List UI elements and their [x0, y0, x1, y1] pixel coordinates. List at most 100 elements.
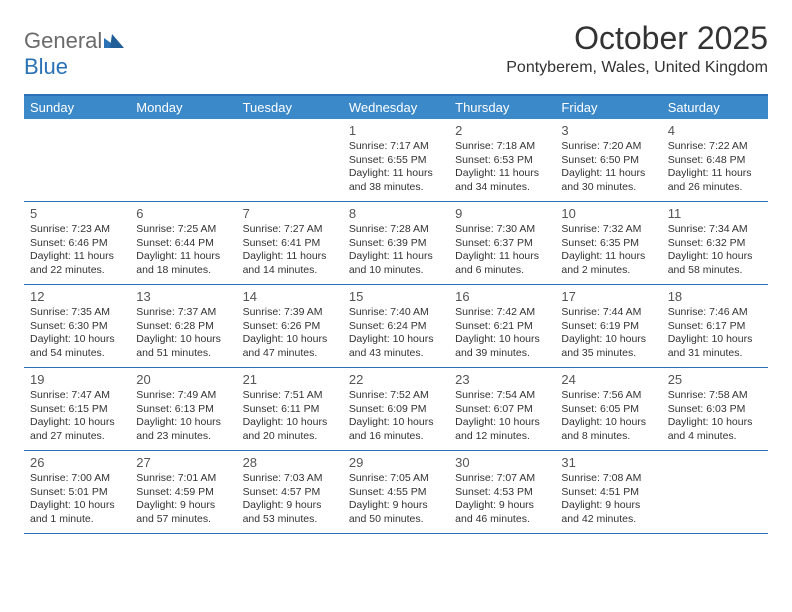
day-header: Thursday	[449, 96, 555, 119]
sunrise-text: Sunrise: 7:54 AM	[455, 389, 549, 403]
day-header: Friday	[555, 96, 661, 119]
daylight-text: Daylight: 11 hours and 30 minutes.	[561, 167, 655, 194]
sunrise-text: Sunrise: 7:37 AM	[136, 306, 230, 320]
daylight-text: Daylight: 11 hours and 10 minutes.	[349, 250, 443, 277]
daylight-text: Daylight: 10 hours and 54 minutes.	[30, 333, 124, 360]
daylight-text: Daylight: 11 hours and 6 minutes.	[455, 250, 549, 277]
month-title: October 2025	[506, 20, 768, 57]
day-info: Sunrise: 7:18 AMSunset: 6:53 PMDaylight:…	[455, 140, 549, 195]
daylight-text: Daylight: 9 hours and 53 minutes.	[243, 499, 337, 526]
sunset-text: Sunset: 4:55 PM	[349, 486, 443, 500]
sunrise-text: Sunrise: 7:00 AM	[30, 472, 124, 486]
day-cell	[130, 119, 236, 201]
day-number: 26	[30, 455, 124, 470]
daylight-text: Daylight: 11 hours and 22 minutes.	[30, 250, 124, 277]
sunrise-text: Sunrise: 7:44 AM	[561, 306, 655, 320]
day-cell: 2Sunrise: 7:18 AMSunset: 6:53 PMDaylight…	[449, 119, 555, 201]
sunrise-text: Sunrise: 7:05 AM	[349, 472, 443, 486]
day-number: 29	[349, 455, 443, 470]
sunrise-text: Sunrise: 7:03 AM	[243, 472, 337, 486]
daylight-text: Daylight: 11 hours and 34 minutes.	[455, 167, 549, 194]
day-number: 12	[30, 289, 124, 304]
day-info: Sunrise: 7:58 AMSunset: 6:03 PMDaylight:…	[668, 389, 762, 444]
day-number: 21	[243, 372, 337, 387]
daylight-text: Daylight: 11 hours and 18 minutes.	[136, 250, 230, 277]
daylight-text: Daylight: 10 hours and 27 minutes.	[30, 416, 124, 443]
logo-mark-icon	[104, 28, 124, 54]
day-header: Tuesday	[237, 96, 343, 119]
sunset-text: Sunset: 6:26 PM	[243, 320, 337, 334]
sunrise-text: Sunrise: 7:42 AM	[455, 306, 549, 320]
day-cell: 19Sunrise: 7:47 AMSunset: 6:15 PMDayligh…	[24, 368, 130, 450]
day-number: 14	[243, 289, 337, 304]
day-info: Sunrise: 7:30 AMSunset: 6:37 PMDaylight:…	[455, 223, 549, 278]
day-info: Sunrise: 7:27 AMSunset: 6:41 PMDaylight:…	[243, 223, 337, 278]
daylight-text: Daylight: 10 hours and 4 minutes.	[668, 416, 762, 443]
sunset-text: Sunset: 6:13 PM	[136, 403, 230, 417]
sunrise-text: Sunrise: 7:28 AM	[349, 223, 443, 237]
day-info: Sunrise: 7:03 AMSunset: 4:57 PMDaylight:…	[243, 472, 337, 527]
sunrise-text: Sunrise: 7:47 AM	[30, 389, 124, 403]
sunrise-text: Sunrise: 7:58 AM	[668, 389, 762, 403]
day-cell: 28Sunrise: 7:03 AMSunset: 4:57 PMDayligh…	[237, 451, 343, 533]
day-cell: 29 Sunrise: 7:05 AMSunset: 4:55 PMDayligh…	[343, 451, 449, 533]
daylight-text: Daylight: 10 hours and 23 minutes.	[136, 416, 230, 443]
day-number: 20	[136, 372, 230, 387]
sunrise-text: Sunrise: 7:49 AM	[136, 389, 230, 403]
sunrise-text: Sunrise: 7:40 AM	[349, 306, 443, 320]
daylight-text: Daylight: 11 hours and 2 minutes.	[561, 250, 655, 277]
day-cell: 6Sunrise: 7:25 AMSunset: 6:44 PMDaylight…	[130, 202, 236, 284]
sunrise-text: Sunrise: 7:32 AM	[561, 223, 655, 237]
day-number: 6	[136, 206, 230, 221]
day-number: 22	[349, 372, 443, 387]
day-info: Sunrise: 7:46 AMSunset: 6:17 PMDaylight:…	[668, 306, 762, 361]
sunrise-text: Sunrise: 7:18 AM	[455, 140, 549, 154]
day-info: Sunrise: 7:08 AMSunset: 4:51 PMDaylight:…	[561, 472, 655, 527]
logo-word1: General	[24, 28, 102, 53]
sunset-text: Sunset: 6:11 PM	[243, 403, 337, 417]
day-number: 7	[243, 206, 337, 221]
day-cell: 8Sunrise: 7:28 AMSunset: 6:39 PMDaylight…	[343, 202, 449, 284]
day-cell	[662, 451, 768, 533]
day-cell: 27Sunrise: 7:01 AMSunset: 4:59 PMDayligh…	[130, 451, 236, 533]
sunset-text: Sunset: 4:51 PM	[561, 486, 655, 500]
week-row: 26Sunrise: 7:00 AMSunset: 5:01 PMDayligh…	[24, 451, 768, 534]
sunset-text: Sunset: 4:57 PM	[243, 486, 337, 500]
weeks-container: 1Sunrise: 7:17 AMSunset: 6:55 PMDaylight…	[24, 119, 768, 534]
sunset-text: Sunset: 6:41 PM	[243, 237, 337, 251]
day-cell	[24, 119, 130, 201]
day-cell: 5Sunrise: 7:23 AMSunset: 6:46 PMDaylight…	[24, 202, 130, 284]
title-block: October 2025 Pontyberem, Wales, United K…	[506, 20, 768, 77]
day-cell: 3Sunrise: 7:20 AMSunset: 6:50 PMDaylight…	[555, 119, 661, 201]
day-info: Sunrise: 7:42 AMSunset: 6:21 PMDaylight:…	[455, 306, 549, 361]
day-cell: 9Sunrise: 7:30 AMSunset: 6:37 PMDaylight…	[449, 202, 555, 284]
day-info: Sunrise: 7:34 AMSunset: 6:32 PMDaylight:…	[668, 223, 762, 278]
day-number: 25	[668, 372, 762, 387]
sunrise-text: Sunrise: 7:01 AM	[136, 472, 230, 486]
sunset-text: Sunset: 6:28 PM	[136, 320, 230, 334]
day-cell: 15Sunrise: 7:40 AMSunset: 6:24 PMDayligh…	[343, 285, 449, 367]
day-info: Sunrise: 7:52 AMSunset: 6:09 PMDaylight:…	[349, 389, 443, 444]
day-cell: 25 Sunrise: 7:58 AMSunset: 6:03 PMDayligh…	[662, 368, 768, 450]
day-cell: 20 Sunrise: 7:49 AMSunset: 6:13 PMDayligh…	[130, 368, 236, 450]
day-number: 3	[561, 123, 655, 138]
daylight-text: Daylight: 9 hours and 46 minutes.	[455, 499, 549, 526]
sunset-text: Sunset: 6:53 PM	[455, 154, 549, 168]
location: Pontyberem, Wales, United Kingdom	[506, 59, 768, 77]
day-info: Sunrise: 7:35 AMSunset: 6:30 PMDaylight:…	[30, 306, 124, 361]
day-info: Sunrise: 7:51 AMSunset: 6:11 PMDaylight:…	[243, 389, 337, 444]
day-cell	[237, 119, 343, 201]
day-number: 27	[136, 455, 230, 470]
day-info: Sunrise: 7:56 AMSunset: 6:05 PMDaylight:…	[561, 389, 655, 444]
week-row: 19Sunrise: 7:47 AMSunset: 6:15 PMDayligh…	[24, 368, 768, 451]
day-cell: 13Sunrise: 7:37 AMSunset: 6:28 PMDayligh…	[130, 285, 236, 367]
daylight-text: Daylight: 9 hours and 50 minutes.	[349, 499, 443, 526]
logo-word2: Blue	[24, 54, 68, 79]
day-cell: 17Sunrise: 7:44 AMSunset: 6:19 PMDayligh…	[555, 285, 661, 367]
sunset-text: Sunset: 4:53 PM	[455, 486, 549, 500]
sunrise-text: Sunrise: 7:30 AM	[455, 223, 549, 237]
sunset-text: Sunset: 6:44 PM	[136, 237, 230, 251]
day-cell: 7 Sunrise: 7:27 AMSunset: 6:41 PMDaylight…	[237, 202, 343, 284]
daylight-text: Daylight: 10 hours and 16 minutes.	[349, 416, 443, 443]
day-info: Sunrise: 7:49 AMSunset: 6:13 PMDaylight:…	[136, 389, 230, 444]
